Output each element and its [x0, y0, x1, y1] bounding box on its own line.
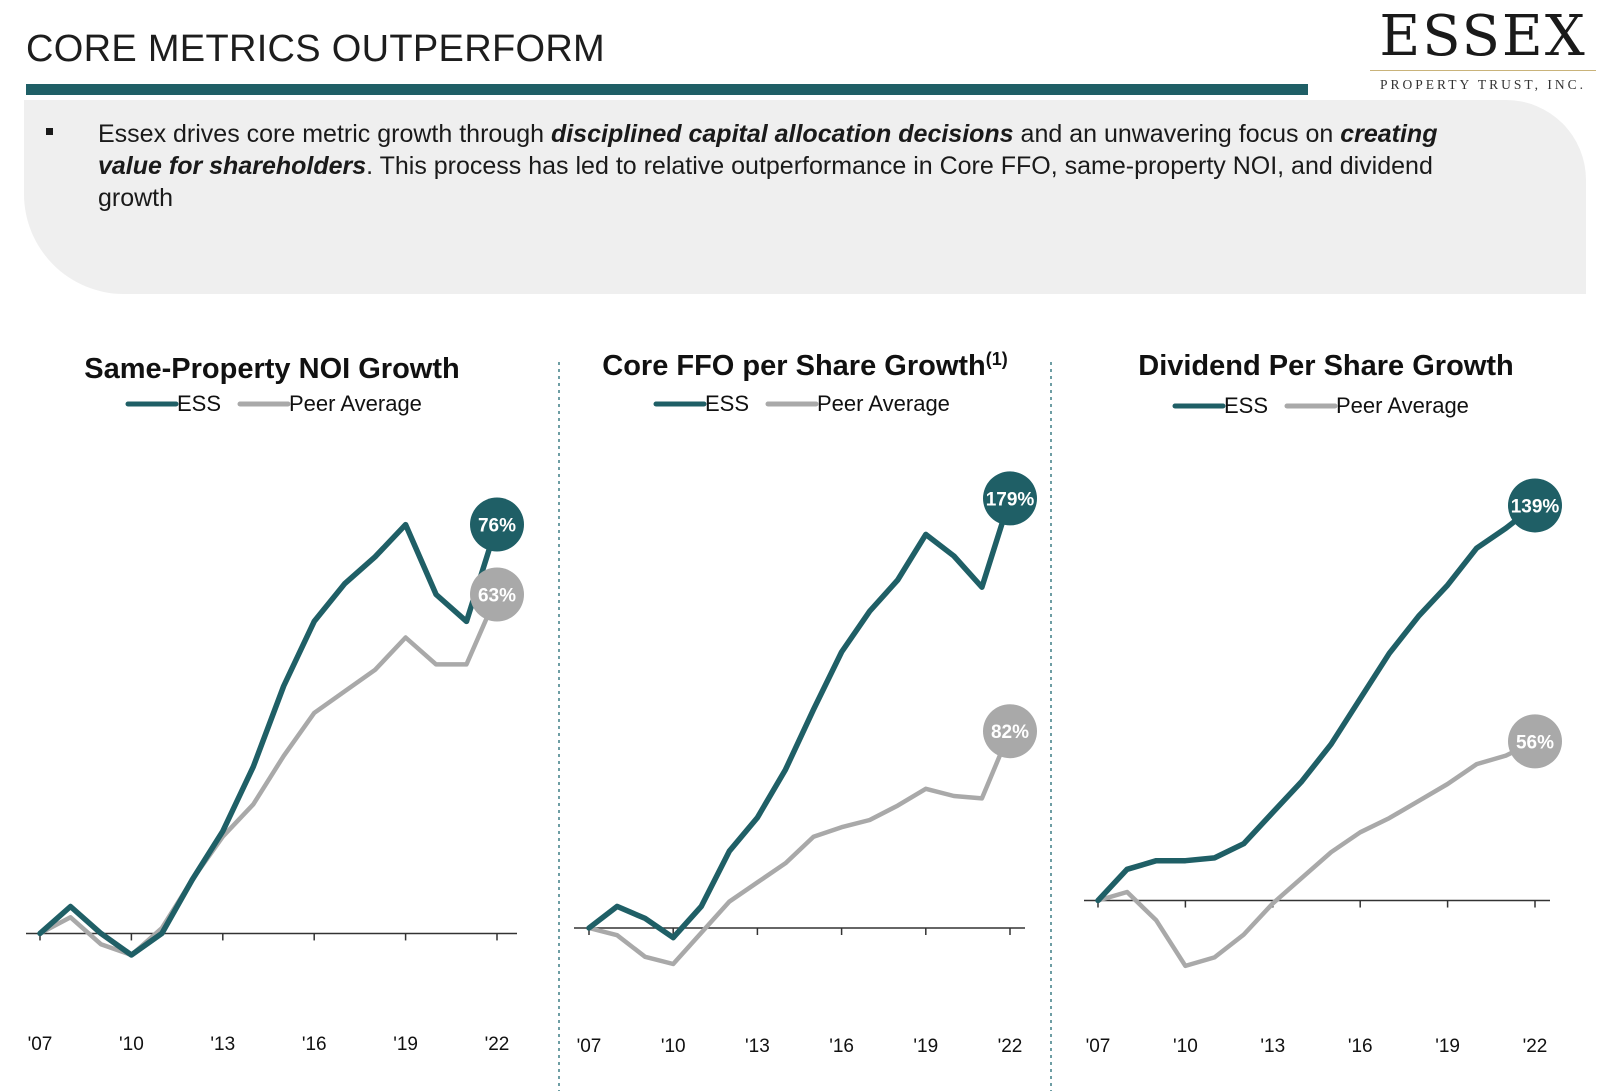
chart2-end-label-peer: 82%	[991, 722, 1029, 743]
chart2-end-label-ess: 179%	[986, 489, 1035, 510]
chart3-series-line-peer	[1095, 739, 1538, 969]
chart3-legend-label-ess: ESS	[1224, 393, 1268, 418]
chart1-end-label-ess: 76%	[478, 516, 516, 537]
logo-wordmark: ESSEX	[1379, 4, 1587, 69]
title-rule	[26, 84, 1308, 95]
chart2-series-line-peer	[586, 728, 1013, 967]
chart3-legend-label-peer: Peer Average	[1336, 393, 1469, 418]
logo-subtitle: PROPERTY TRUST, INC.	[1380, 77, 1586, 92]
chart1-tick-label: '16	[302, 1034, 327, 1055]
chart2-end-badge-ess	[983, 471, 1037, 526]
chart1-tick-label: '19	[393, 1034, 418, 1055]
summary-emphasis-2: creating value for shareholders	[98, 120, 1438, 180]
chart3-tick-label: '19	[1435, 1036, 1460, 1057]
summary-box	[24, 100, 1586, 294]
bullet-icon	[46, 128, 53, 135]
chart3-tick-label: '16	[1348, 1036, 1373, 1057]
chart2-title-text: Core FFO per Share Growth	[602, 350, 986, 382]
chart3-tick-label: '10	[1173, 1036, 1198, 1057]
chart1-tick-label: '07	[28, 1034, 53, 1055]
summary-part-1: Essex drives core metric growth through	[98, 120, 551, 148]
chart3-tick-label: '22	[1523, 1036, 1548, 1057]
chart3-tick-label: '07	[1086, 1036, 1111, 1057]
chart2-tick-label: '13	[745, 1036, 770, 1057]
chart1-series-line-ess	[37, 521, 500, 958]
chart1-legend-label-peer: Peer Average	[289, 391, 422, 416]
chart2-tick-label: '16	[829, 1036, 854, 1057]
essex-logo: ESSEX PROPERTY TRUST, INC.	[1370, 6, 1596, 96]
chart1-legend-label-ess: ESS	[177, 391, 221, 416]
chart1-tick-label: '10	[119, 1034, 144, 1055]
chart1-end-badge-peer	[470, 567, 524, 622]
summary-part-3: . This process has led to relative outpe…	[98, 152, 1433, 212]
chart2-tick-label: '19	[913, 1036, 938, 1057]
chart3-title: Dividend Per Share Growth	[1138, 350, 1513, 382]
chart2-series-line-ess	[586, 495, 1013, 941]
chart2-end-badge-peer	[983, 704, 1037, 759]
chart1-series-line-peer	[37, 592, 500, 958]
chart2-tick-label: '22	[998, 1036, 1023, 1057]
chart1-end-label-peer: 63%	[478, 586, 516, 607]
chart3-end-label-ess: 139%	[1511, 496, 1560, 517]
chart3-title-text: Dividend Per Share Growth	[1138, 350, 1513, 382]
page-title: CORE METRICS OUTPERFORM	[26, 28, 606, 70]
chart2-legend-label-ess: ESS	[705, 391, 749, 416]
summary-emphasis-1: disciplined capital allocation decisions	[550, 120, 1014, 148]
chart2-title-superscript: (1)	[986, 349, 1008, 369]
chart1-title: Same-Property NOI Growth	[84, 353, 459, 385]
summary-part-2: and an unwavering focus on	[1013, 120, 1341, 148]
chart1-tick-label: '22	[485, 1034, 510, 1055]
chart2-title: Core FFO per Share Growth(1)	[602, 349, 1008, 382]
chart3-end-badge-ess	[1508, 478, 1562, 533]
chart3-end-badge-peer	[1508, 714, 1562, 769]
chart1-tick-label: '13	[210, 1034, 235, 1055]
summary-text: Essex drives core metric growth through …	[98, 118, 1498, 214]
chart2-tick-label: '10	[661, 1036, 686, 1057]
chart1-title-text: Same-Property NOI Growth	[84, 353, 459, 385]
chart1-end-badge-ess	[470, 497, 524, 552]
chart3-series-line-ess	[1095, 502, 1538, 904]
chart3-tick-label: '13	[1260, 1036, 1285, 1057]
chart3-end-label-peer: 56%	[1516, 732, 1554, 753]
logo-rule	[1370, 70, 1596, 71]
chart2-tick-label: '07	[577, 1036, 602, 1057]
chart2-legend-label-peer: Peer Average	[817, 391, 950, 416]
